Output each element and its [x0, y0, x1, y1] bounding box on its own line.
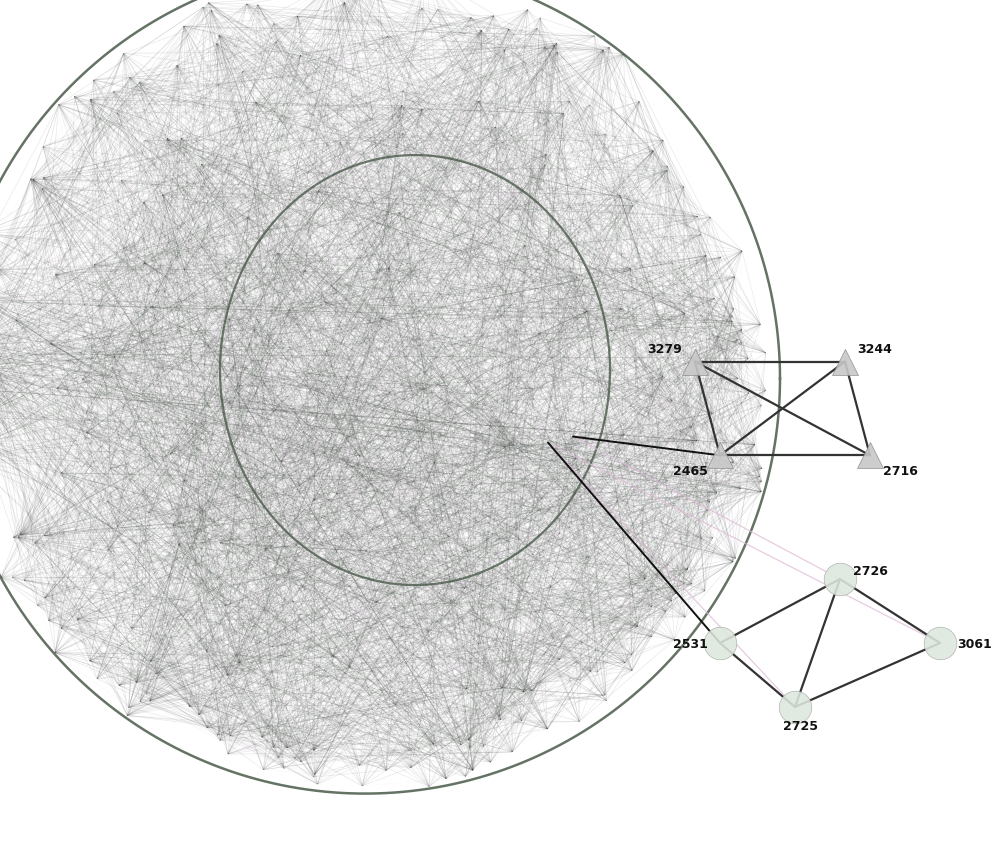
Text: 2716: 2716 — [883, 464, 917, 478]
Point — [837, 355, 853, 369]
Point — [712, 636, 728, 650]
Text: 2726: 2726 — [853, 564, 887, 578]
Text: 3279: 3279 — [648, 343, 682, 356]
Text: 3244: 3244 — [858, 343, 892, 356]
Text: 2531: 2531 — [673, 636, 707, 650]
Point — [687, 355, 703, 369]
Text: 3061: 3061 — [958, 636, 992, 650]
Text: 2725: 2725 — [782, 719, 818, 733]
Point — [712, 449, 728, 463]
Point — [932, 636, 948, 650]
Point — [862, 449, 878, 463]
Text: 2465: 2465 — [673, 464, 707, 478]
Point — [787, 700, 803, 714]
Point — [832, 573, 848, 586]
